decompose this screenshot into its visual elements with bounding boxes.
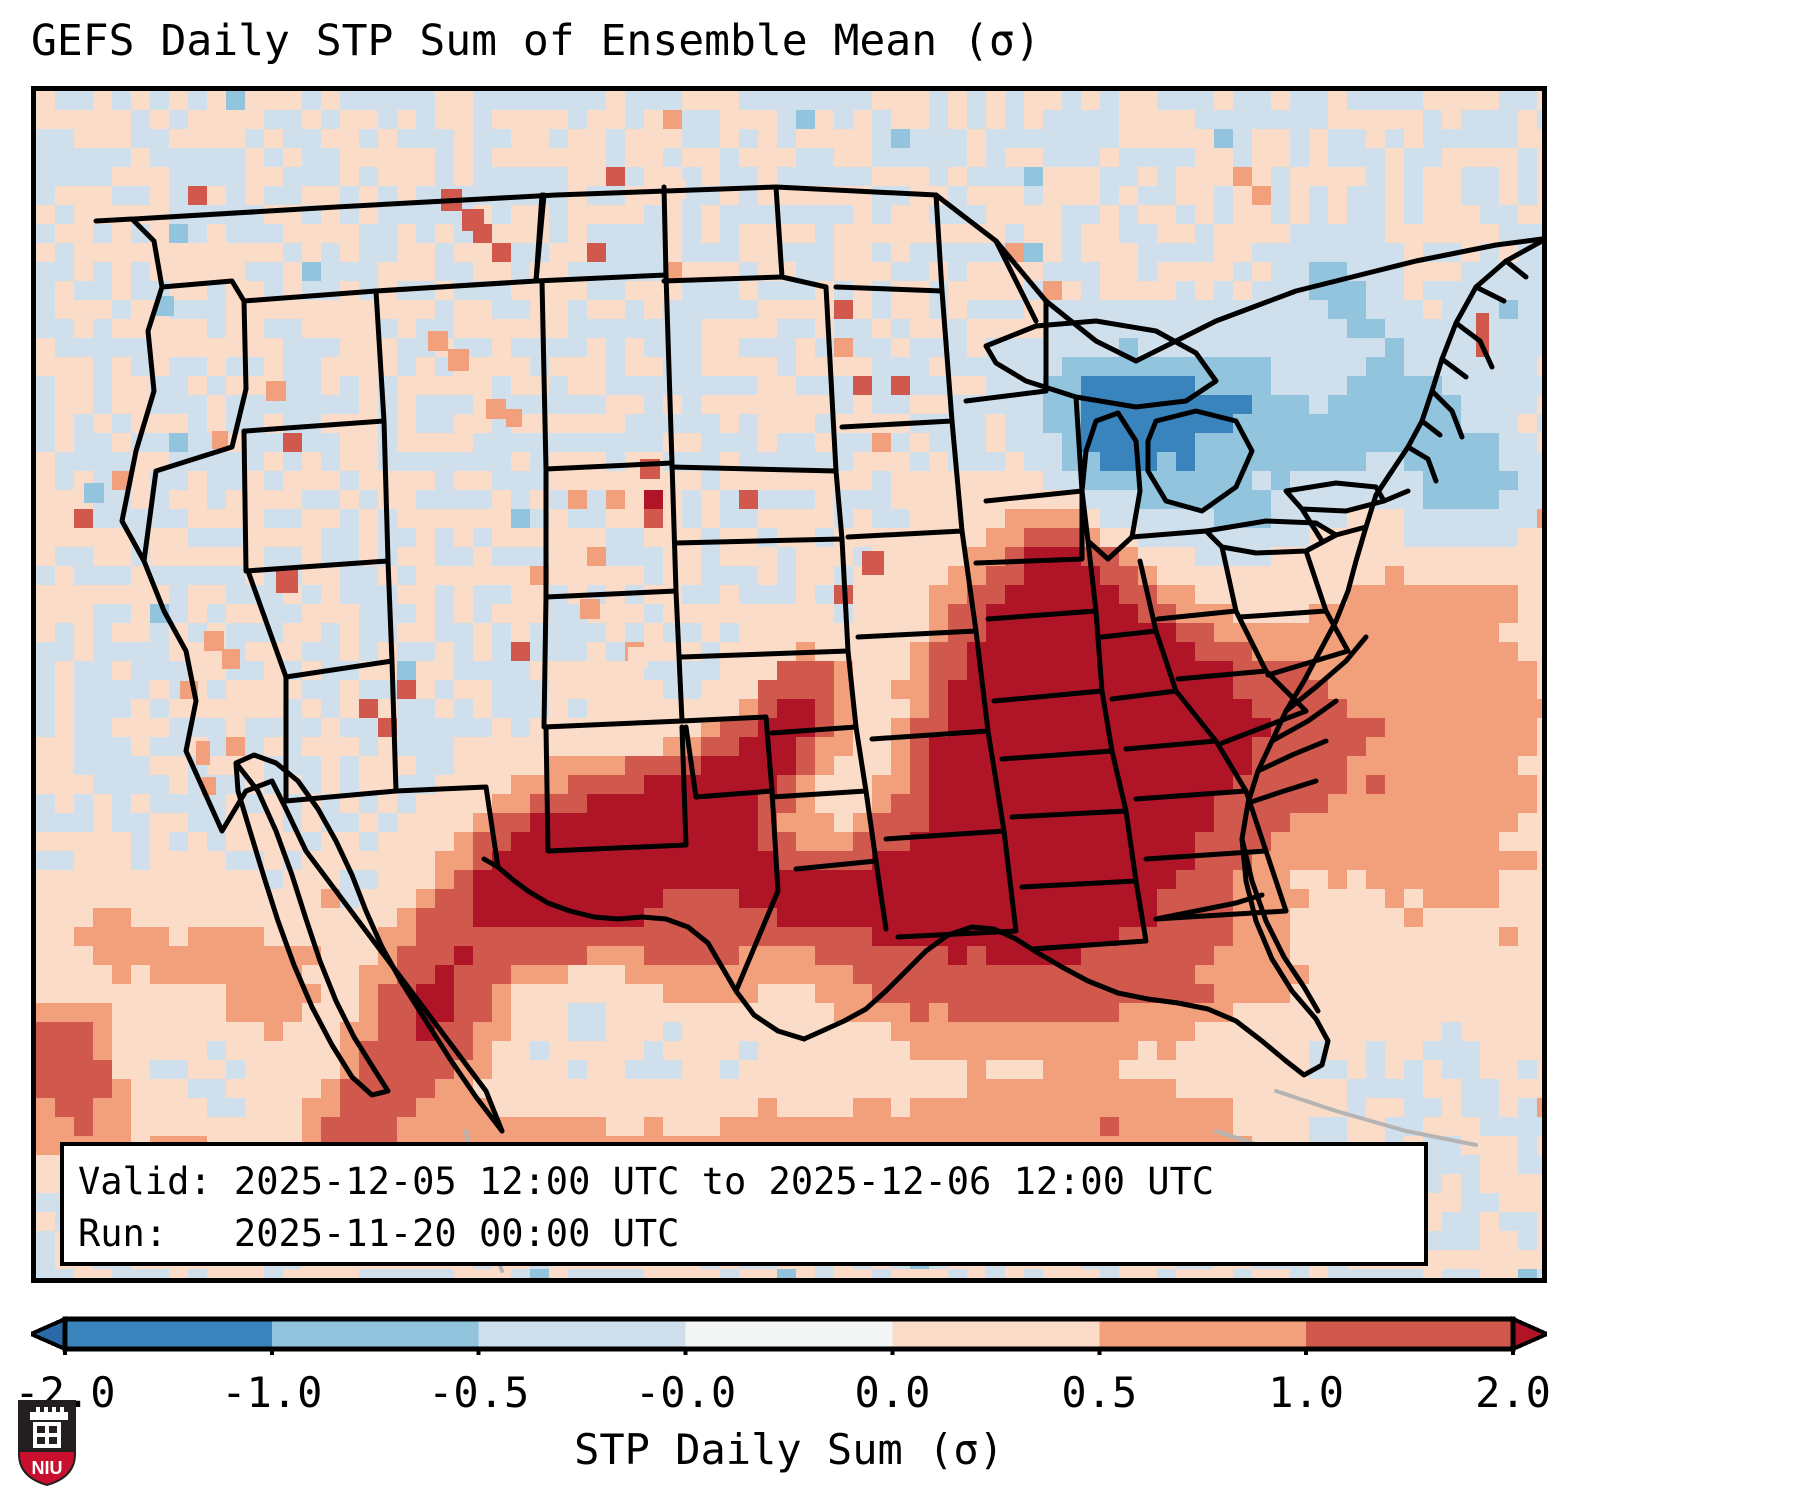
logo-text: NIU bbox=[32, 1458, 63, 1478]
colorbar-tick-label: -0.0 bbox=[634, 1368, 737, 1417]
colorbar-extend-high bbox=[1511, 1315, 1547, 1353]
map-canvas bbox=[36, 91, 1542, 1278]
colorbar[interactable] bbox=[31, 1315, 1547, 1355]
colorbar-tick-label: 0.0 bbox=[854, 1368, 931, 1417]
colorbar-band bbox=[271, 1319, 480, 1349]
colorbar-frame bbox=[62, 1316, 1516, 1352]
logo-castle-windows bbox=[37, 1426, 57, 1444]
niu-logo[interactable]: NIU bbox=[16, 1398, 78, 1488]
colorbar-band bbox=[1306, 1319, 1514, 1349]
geography-outlines bbox=[93, 184, 1542, 1273]
colorbar-axis-label: STP Daily Sum (σ) bbox=[574, 1425, 1004, 1474]
colorbar-band bbox=[892, 1319, 1100, 1349]
colorbar-band bbox=[478, 1319, 687, 1349]
colorbar-tick-label: -1.0 bbox=[221, 1368, 323, 1417]
colorbar-tick-label: 0.5 bbox=[1061, 1368, 1138, 1417]
logo-banner bbox=[20, 1452, 74, 1484]
stp-anomaly-grid bbox=[36, 91, 1542, 1278]
colorbar-band bbox=[685, 1319, 894, 1349]
colorbar-tick-label: 1.0 bbox=[1268, 1368, 1345, 1417]
logo-castle-body bbox=[33, 1422, 61, 1448]
valid-time-line: Valid: 2025-12-05 12:00 UTC to 2025-12-0… bbox=[78, 1160, 1215, 1203]
colorbar-band bbox=[1099, 1319, 1307, 1349]
colorbar-tick-label: -0.5 bbox=[428, 1368, 530, 1417]
colorbar-band bbox=[65, 1319, 273, 1349]
map-panel[interactable] bbox=[31, 86, 1547, 1283]
colorbar-tick-labels: -2.0 -1.0 -0.5 -0.0 0.0 0.5 1.0 2.0 bbox=[14, 1368, 1551, 1418]
colorbar-canvas bbox=[31, 1315, 1547, 1355]
logo-castle-crenellations bbox=[30, 1407, 68, 1420]
colorbar-tick-label: 2.0 bbox=[1475, 1368, 1551, 1417]
page-title: GEFS Daily STP Sum of Ensemble Mean (σ) bbox=[31, 16, 1041, 66]
run-time-line: Run: 2025-11-20 00:00 UTC bbox=[78, 1212, 680, 1255]
valid-run-annotation-box: Valid: 2025-12-05 12:00 UTC to 2025-12-0… bbox=[60, 1142, 1428, 1266]
colorbar-extend-low bbox=[31, 1315, 67, 1353]
